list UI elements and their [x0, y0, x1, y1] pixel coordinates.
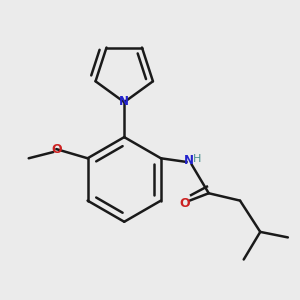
- Text: N: N: [184, 154, 194, 167]
- Text: O: O: [51, 142, 62, 156]
- Text: O: O: [179, 197, 190, 210]
- Text: H: H: [192, 154, 201, 164]
- Text: N: N: [119, 94, 129, 107]
